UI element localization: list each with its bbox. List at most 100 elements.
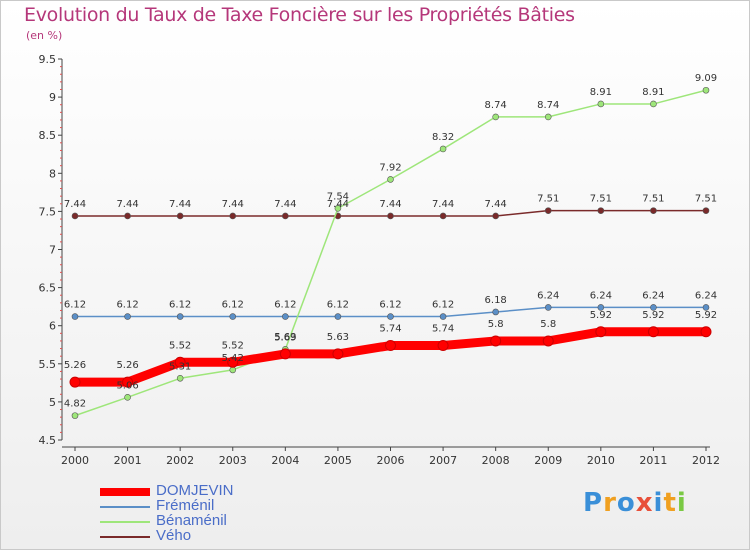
data-point-fremenil xyxy=(492,308,499,316)
x-tick-label: 2009 xyxy=(534,454,562,467)
data-point-benamenil xyxy=(702,86,710,94)
data-label-fremenil: 6.24 xyxy=(590,290,612,301)
data-label-veho: 7.44 xyxy=(327,199,349,210)
data-label-domjevin: 5.63 xyxy=(274,332,296,343)
data-label-benamenil: 8.74 xyxy=(537,100,559,111)
data-point-veho xyxy=(650,207,657,214)
data-point-fremenil xyxy=(334,313,342,320)
data-label-veho: 7.44 xyxy=(64,199,86,210)
data-point-veho xyxy=(439,212,447,220)
data-point-domjevin xyxy=(700,326,712,338)
data-point-veho xyxy=(229,212,237,220)
data-point-veho xyxy=(492,212,499,220)
data-point-benamenil xyxy=(124,394,131,401)
legend-label-benamenil: Bénaménil xyxy=(156,512,227,529)
data-point-veho xyxy=(71,212,79,220)
data-point-fremenil xyxy=(597,304,605,311)
logo-letter: r xyxy=(603,488,617,518)
data-label-benamenil: 5.42 xyxy=(222,353,244,364)
x-tick-label: 2010 xyxy=(587,454,615,467)
logo-letter: t xyxy=(663,488,677,518)
logo-letter: x xyxy=(635,488,654,518)
data-point-domjevin xyxy=(69,376,81,388)
y-axis-unit-label: (en %) xyxy=(26,29,63,42)
legend-label-fremenil: Fréménil xyxy=(156,497,215,514)
data-label-benamenil: 4.82 xyxy=(64,399,86,410)
data-point-domjevin xyxy=(122,376,134,388)
data-label-fremenil: 6.12 xyxy=(379,300,401,311)
data-label-domjevin: 5.26 xyxy=(116,360,138,371)
legend-label-domjevin: DOMJEVIN xyxy=(156,482,234,499)
legend-swatch-veho xyxy=(100,536,150,538)
data-point-veho xyxy=(124,212,131,220)
data-label-domjevin: 5.92 xyxy=(642,310,664,321)
data-label-veho: 7.44 xyxy=(485,199,507,210)
data-point-veho xyxy=(544,207,552,214)
data-point-benamenil xyxy=(71,412,79,419)
data-label-fremenil: 6.12 xyxy=(64,300,86,311)
data-label-benamenil: 9.09 xyxy=(695,73,717,84)
data-point-fremenil xyxy=(702,304,710,311)
data-label-domjevin: 5.74 xyxy=(379,324,401,335)
data-label-veho: 7.51 xyxy=(590,194,612,205)
data-point-fremenil xyxy=(650,304,657,311)
data-point-fremenil xyxy=(71,313,79,320)
y-tick-label: 5.5 xyxy=(39,358,57,371)
data-point-fremenil xyxy=(544,304,552,311)
data-label-fremenil: 6.12 xyxy=(116,300,138,311)
y-tick-label: 9.5 xyxy=(39,53,57,66)
data-point-veho xyxy=(282,212,289,220)
data-point-domjevin xyxy=(647,326,659,338)
data-point-benamenil xyxy=(492,113,499,121)
data-label-veho: 7.44 xyxy=(116,199,138,210)
data-label-veho: 7.44 xyxy=(274,199,296,210)
data-label-benamenil: 8.91 xyxy=(590,87,612,98)
data-label-domjevin: 5.63 xyxy=(327,332,349,343)
data-point-domjevin xyxy=(227,356,239,368)
x-tick-label: 2007 xyxy=(429,454,457,467)
x-tick-label: 2006 xyxy=(377,454,405,467)
legend-swatch-domjevin xyxy=(100,488,150,496)
proxiti-logo: Proxiti xyxy=(583,488,687,518)
data-label-benamenil: 5.06 xyxy=(116,380,138,391)
data-label-benamenil: 5.69 xyxy=(274,332,296,343)
data-label-fremenil: 6.12 xyxy=(274,300,296,311)
data-point-domjevin xyxy=(490,335,502,347)
legend-swatch-fremenil xyxy=(100,506,150,508)
data-label-domjevin: 5.52 xyxy=(169,340,191,351)
data-label-veho: 7.44 xyxy=(432,199,454,210)
x-tick-label: 2003 xyxy=(219,454,247,467)
data-point-benamenil xyxy=(650,100,657,108)
data-label-fremenil: 6.12 xyxy=(432,300,454,311)
y-tick-label: 6 xyxy=(49,320,56,333)
logo-letter: i xyxy=(653,488,664,518)
data-point-benamenil xyxy=(387,176,394,183)
data-label-domjevin: 5.8 xyxy=(488,319,504,330)
data-label-veho: 7.44 xyxy=(169,199,191,210)
y-tick-label: 7 xyxy=(49,244,56,257)
data-point-domjevin xyxy=(174,356,186,368)
data-label-fremenil: 6.12 xyxy=(222,300,244,311)
data-label-benamenil: 7.54 xyxy=(327,191,349,202)
data-label-fremenil: 6.24 xyxy=(642,290,664,301)
y-tick-label: 9 xyxy=(49,91,56,104)
data-label-benamenil: 8.32 xyxy=(432,132,454,143)
y-tick-label: 5 xyxy=(49,396,56,409)
data-label-veho: 7.44 xyxy=(222,199,244,210)
x-tick-label: 2011 xyxy=(639,454,667,467)
data-point-domjevin xyxy=(279,348,291,360)
data-label-domjevin: 5.92 xyxy=(590,310,612,321)
data-label-veho: 7.51 xyxy=(695,194,717,205)
x-tick-label: 2002 xyxy=(166,454,194,467)
data-point-benamenil xyxy=(597,100,605,108)
logo-letter: o xyxy=(616,488,636,518)
data-label-domjevin: 5.74 xyxy=(432,324,454,335)
data-point-benamenil xyxy=(334,205,342,212)
data-point-fremenil xyxy=(387,313,394,320)
data-label-domjevin: 5.26 xyxy=(64,360,86,371)
data-point-fremenil xyxy=(176,313,184,320)
data-point-benamenil xyxy=(439,145,447,153)
legend-swatch-benamenil xyxy=(100,521,150,523)
